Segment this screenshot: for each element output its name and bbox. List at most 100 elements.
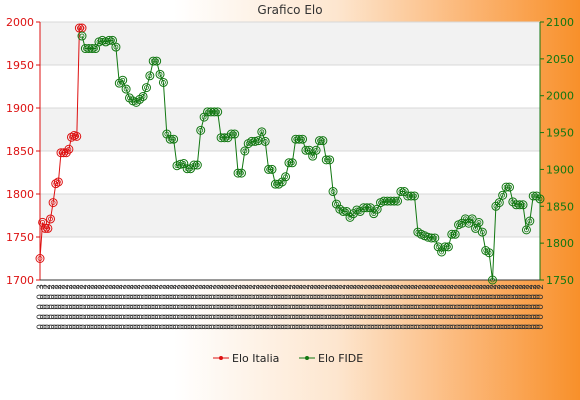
data-point-inner	[42, 225, 48, 231]
x-tick-label: 2	[180, 284, 190, 290]
left-tick-label: 1850	[6, 145, 34, 158]
right-tick-label: 2000	[546, 90, 574, 103]
x-tick-label-fill: 0	[140, 294, 150, 300]
x-tick-label-fill: 0	[40, 294, 50, 300]
x-tick-label-fill: 0	[65, 304, 75, 310]
x-tick-label: 2	[61, 284, 71, 290]
data-point	[48, 198, 58, 208]
data-point	[175, 159, 185, 169]
x-tick-label: 2	[230, 284, 240, 290]
x-tick-label: 2	[317, 284, 327, 290]
x-tick-label-fill: 0	[108, 324, 118, 330]
x-tick-label-fill: 0	[284, 304, 294, 310]
data-point-inner	[37, 256, 43, 261]
x-tick-label-fill: 0	[464, 304, 474, 310]
x-tick-label-fill: 0	[248, 324, 258, 330]
x-tick-label-fill: 0	[252, 314, 262, 320]
data-point	[267, 164, 277, 174]
x-tick-label: 2	[504, 284, 514, 290]
x-tick-label: 2	[392, 284, 402, 290]
x-tick-label-fill: 0	[536, 294, 546, 300]
x-tick-label-fill: 0	[403, 294, 413, 300]
x-tick-label-fill: 0	[396, 294, 406, 300]
x-tick-label: 2	[489, 284, 499, 290]
x-tick-label-fill: 0	[97, 294, 107, 300]
x-tick-label-fill: 0	[457, 314, 467, 320]
data-point	[250, 136, 260, 146]
x-tick-label-fill: 0	[410, 324, 420, 330]
x-tick-label-fill: 0	[371, 314, 381, 320]
x-tick-label-fill: 0	[356, 324, 366, 330]
legend-item-elo-fide: Elo FIDE	[299, 351, 363, 365]
data-point	[145, 71, 155, 81]
data-point-inner	[279, 179, 285, 185]
data-point	[362, 203, 372, 213]
x-tick-label-fill: 0	[248, 304, 258, 310]
data-point-inner	[289, 160, 295, 166]
x-tick-label-fill: 0	[194, 294, 204, 300]
x-tick-label: 2	[514, 284, 524, 290]
x-tick-label-fill: 0	[155, 324, 165, 330]
x-tick-label-fill: 0	[514, 324, 524, 330]
x-tick-label-fill: 0	[360, 304, 370, 310]
x-tick-label-fill: 0	[86, 304, 96, 310]
x-tick-label-fill: 0	[482, 294, 492, 300]
data-point-inner	[171, 136, 177, 142]
x-tick-label-fill: 0	[263, 324, 273, 330]
x-tick-label-fill: 0	[381, 314, 391, 320]
x-tick-label-fill: 0	[248, 314, 258, 320]
x-tick-label-fill: 0	[532, 294, 542, 300]
x-tick-label-fill: 0	[432, 324, 442, 330]
x-tick-label-fill: 0	[446, 314, 456, 320]
x-tick-label-fill: 0	[345, 294, 355, 300]
x-tick-label-fill: 0	[291, 314, 301, 320]
x-tick-label-fill: 0	[302, 304, 312, 310]
data-point-inner	[61, 150, 67, 156]
x-tick-label-fill: 0	[331, 294, 341, 300]
x-tick-label-fill: 0	[309, 304, 319, 310]
x-tick-label: 2	[529, 284, 539, 290]
x-tick-label-fill: 0	[320, 294, 330, 300]
data-point-inner	[79, 33, 85, 39]
x-tick-label: 2	[486, 284, 496, 290]
x-tick-label-fill: 0	[349, 314, 359, 320]
x-tick-label-fill: 0	[101, 304, 111, 310]
x-tick-label-fill: 0	[259, 314, 269, 320]
data-point	[80, 44, 90, 54]
x-tick-label-fill: 0	[148, 294, 158, 300]
data-point	[209, 107, 219, 117]
x-tick-label: 2	[482, 284, 492, 290]
data-point-inner	[367, 205, 373, 211]
x-tick-label-fill: 0	[511, 324, 521, 330]
x-tick-label-fill: 0	[306, 314, 316, 320]
data-point	[443, 242, 453, 252]
data-point-inner	[161, 80, 166, 85]
x-tick-label-fill: 0	[263, 314, 273, 320]
x-tick-label-fill: 0	[133, 314, 143, 320]
x-tick-label-fill: 0	[191, 324, 201, 330]
data-point-inner	[500, 192, 506, 198]
x-tick-label-fill: 0	[36, 314, 46, 320]
x-tick-label: 2	[306, 284, 316, 290]
x-tick-label-fill: 0	[442, 324, 452, 330]
data-point-inner	[256, 138, 261, 144]
x-tick-label-fill: 0	[504, 314, 514, 320]
x-tick-label-fill: 0	[72, 304, 82, 310]
x-tick-label-fill: 0	[464, 294, 474, 300]
x-tick-label-fill: 0	[115, 324, 125, 330]
x-tick-label-fill: 0	[227, 324, 237, 330]
x-tick-label-fill: 0	[180, 314, 190, 320]
x-tick-label-fill: 0	[151, 304, 161, 310]
x-tick-label-fill: 0	[450, 324, 460, 330]
series-line-elo-fide	[81, 35, 541, 281]
x-tick-label-fill: 0	[514, 304, 524, 310]
x-tick-label: 2	[389, 284, 399, 290]
left-tick-label: 1750	[6, 231, 34, 244]
data-point-inner	[194, 162, 200, 168]
x-tick-label-fill: 0	[403, 324, 413, 330]
x-tick-label-fill: 0	[187, 304, 197, 310]
left-tick-label: 1800	[6, 188, 34, 201]
data-point-inner	[113, 44, 119, 50]
x-tick-label-fill: 0	[363, 294, 373, 300]
data-point	[311, 145, 321, 155]
